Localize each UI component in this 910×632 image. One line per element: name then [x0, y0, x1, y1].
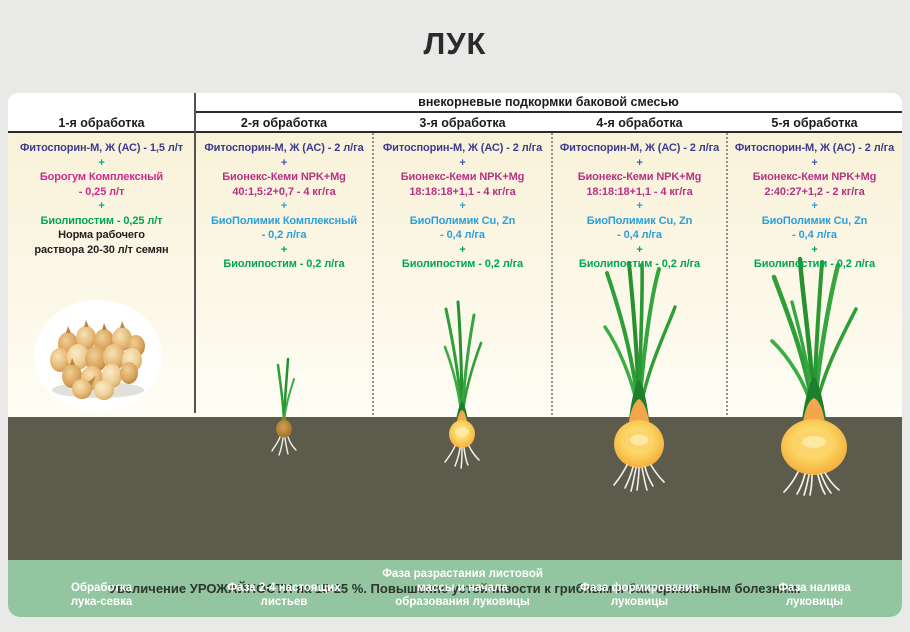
divider-dotted-col2-col3	[372, 133, 374, 415]
yield-banner: Увеличение УРОЖАЙНОСТИ на 15-25 %. Повыш…	[8, 560, 902, 617]
onion-plant-stage-4-image	[603, 261, 677, 492]
yield-banner-text: Увеличение УРОЖАЙНОСТИ на 15-25 %. Повыш…	[109, 581, 801, 596]
product-line: Бионекс-Кеми NPK+Mg 2:40:27+1,2 - 2 кг/г…	[752, 171, 877, 198]
plus-sign: +	[636, 200, 643, 212]
product-line: Биолипостим - 0,2 л/га	[578, 258, 701, 270]
product-line: Биолипостим - 0,2 л/га	[753, 258, 876, 270]
phase-label-3: Фаза разрастания листовой массы и начала…	[382, 568, 543, 608]
onion-plant-stage-3-image	[443, 300, 483, 469]
phase-label-1: Обработка лука-севка	[70, 582, 133, 608]
product-line: БиоПолимик Cu, Zn - 0,4 л/га	[586, 214, 693, 242]
header-treatment-5: 5-я обработка	[771, 116, 858, 130]
product-line: Биолипостим - 0,25 л/т	[40, 214, 163, 227]
divider-solid-col1-col2	[194, 93, 196, 413]
plus-sign: +	[459, 243, 466, 256]
header-treatment-3: 3-я обработка	[419, 116, 506, 130]
phase-label-5: Фаза налива луковицы	[778, 582, 851, 608]
product-line: Бионекс-Кеми NPK+Mg 18:18:18+1,1 - 4 кг/…	[577, 171, 702, 198]
treatment-column-1: Фитоспорин-М, Ж (АС) - 1,5 л/т + Борогум…	[10, 141, 193, 257]
onion-sets-photo	[34, 300, 162, 412]
treatment-column-2: Фитоспорин-М, Ж (АС) - 2 л/га + Бионекс-…	[197, 141, 371, 272]
header-treatment-1: 1-я обработка	[58, 116, 145, 130]
header-treatment-2: 2-я обработка	[240, 116, 328, 130]
divider-dotted-col3-col4	[551, 133, 553, 415]
note-line: Норма рабочего раствора 20-30 л/т семян	[34, 229, 169, 256]
plus-sign: +	[98, 200, 105, 212]
plus-sign: +	[459, 156, 466, 169]
product-line: Фитоспорин-М, Ж (АС) - 2 л/га	[382, 142, 543, 154]
product-line: Борогум Комплексный - 0,25 л/т	[39, 171, 164, 198]
product-line: Биолипостим - 0,2 л/га	[223, 258, 345, 270]
product-line: Фитоспорин-М, Ж (АС) - 2 л/га	[204, 142, 364, 154]
plus-sign: +	[811, 156, 818, 169]
onion-plant-stage-2-image	[271, 357, 297, 456]
page-title: ЛУК	[423, 26, 487, 61]
product-line: Биолипостим - 0,2 л/га	[401, 258, 524, 270]
divider-dotted-col4-col5	[726, 133, 728, 415]
product-line: БиоПолимик Cu, Zn - 0,4 л/га	[409, 214, 516, 242]
treatment-table: внекорневые подкормки баковой смесью 1-я…	[8, 93, 902, 617]
phase-label-4: Фаза формирования луковицы	[580, 582, 699, 608]
plus-sign: +	[811, 200, 818, 212]
span-header-foliar-feeding: внекорневые подкормки баковой смесью	[195, 93, 902, 113]
header-band	[8, 93, 902, 133]
plus-sign: +	[280, 243, 288, 256]
phase-label-2: Фаза 2-4 настоящих листьев	[227, 582, 341, 608]
product-line: Бионекс-Кеми NPK+Mg 40:1,5:2+0,7 - 4 кг/…	[222, 171, 346, 198]
onion-plant-stage-5-image	[770, 256, 858, 496]
plus-sign: +	[98, 156, 105, 169]
product-line: Фитоспорин-М, Ж (АС) - 2 л/га	[559, 142, 720, 154]
product-line: БиоПолимик Cu, Zn - 0,4 л/га	[761, 214, 868, 242]
product-line: Бионекс-Кеми NPK+Mg 18:18:18+1,1 - 4 кг/…	[400, 171, 525, 198]
treatment-column-5: Фитоспорин-М, Ж (АС) - 2 л/га + Бионекс-…	[729, 141, 900, 272]
header-treatment-4: 4-я обработка	[596, 116, 683, 130]
product-line: Фитоспорин-М, Ж (АС) - 1,5 л/т	[19, 142, 183, 154]
treatment-column-3: Фитоспорин-М, Ж (АС) - 2 л/га + Бионекс-…	[375, 141, 550, 272]
plus-sign: +	[280, 156, 288, 169]
plus-sign: +	[811, 243, 818, 256]
plus-sign: +	[636, 156, 643, 169]
plus-sign: +	[280, 200, 288, 212]
product-line: БиоПолимик Комплексный - 0,2 л/га	[210, 214, 358, 242]
plus-sign: +	[636, 243, 643, 256]
product-line: Фитоспорин-М, Ж (АС) - 2 л/га	[734, 142, 895, 154]
plus-sign: +	[459, 200, 466, 212]
treatment-column-4: Фитоспорин-М, Ж (АС) - 2 л/га + Бионекс-…	[554, 141, 725, 272]
